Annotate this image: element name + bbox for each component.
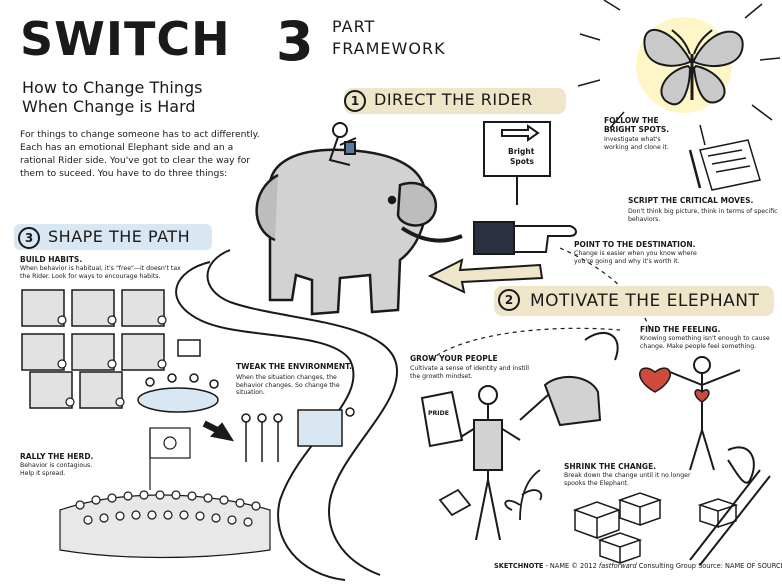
elephant-section-number: 2 bbox=[498, 289, 520, 311]
signpost-label-1: Bright bbox=[508, 147, 535, 156]
heart-person-icon bbox=[669, 356, 741, 471]
grow-people-title: GROW YOUR PEOPLE bbox=[410, 354, 498, 363]
signpost-label-2: Spots bbox=[510, 157, 534, 166]
elephant-header-band bbox=[494, 286, 774, 316]
winding-path-illustration bbox=[175, 249, 398, 581]
butterfly-icon bbox=[643, 29, 744, 106]
heart-icon bbox=[639, 367, 710, 403]
shrink-change-title: SHRINK THE CHANGE. bbox=[564, 462, 657, 471]
feeling-title: FIND THE FEELING. bbox=[640, 325, 721, 334]
footer-credit: SKETCHNOTE - NAME © 2012 fastforward Con… bbox=[494, 562, 782, 571]
destination-title: POINT TO THE DESTINATION. bbox=[574, 240, 696, 249]
critical-moves-body: Don't think big picture, think in terms … bbox=[628, 208, 778, 223]
framework-number: 3 bbox=[276, 10, 314, 73]
subtitle-line-1: How to Change Things bbox=[22, 78, 203, 97]
right-arrow-icon bbox=[202, 420, 235, 442]
pride-book-icon bbox=[420, 390, 464, 448]
framework-line-1: PART bbox=[332, 17, 376, 36]
rider-header-band bbox=[344, 88, 566, 114]
dashed-arc-decoration bbox=[429, 327, 621, 361]
tweak-body: When the situation changes, the behavior… bbox=[236, 374, 340, 396]
pride-label: PRIDE bbox=[428, 410, 449, 417]
grow-person-icon bbox=[455, 385, 521, 541]
calendar-icon bbox=[21, 289, 165, 409]
rider-icon bbox=[328, 122, 357, 166]
boxes-icon bbox=[572, 492, 739, 565]
habits-body: When behavior is habitual, it's "free"—i… bbox=[20, 265, 181, 280]
meeting-table-illustration bbox=[137, 339, 219, 413]
herd-crowd-illustration bbox=[59, 427, 271, 559]
habits-title: BUILD HABITS. bbox=[20, 255, 83, 264]
critical-moves-title: SCRIPT THE CRITICAL MOVES. bbox=[628, 196, 754, 205]
ladder-icon bbox=[689, 446, 771, 566]
main-title: SWITCH bbox=[20, 12, 231, 66]
subtitle-line-2: When Change is Hard bbox=[22, 97, 196, 116]
framework-line-2: FRAMEWORK bbox=[332, 39, 446, 58]
destination-body: Change is easier when you know where you… bbox=[574, 250, 697, 265]
grow-people-body: Cultivate a sense of identity and instil… bbox=[410, 365, 530, 380]
footer-sketchnote: SKETCHNOTE bbox=[494, 562, 544, 570]
herd-body: Behavior is contagious. Help it spread. bbox=[20, 462, 93, 477]
dashed-arc-decoration-2 bbox=[559, 247, 651, 331]
arrow-icon bbox=[427, 258, 544, 294]
pointing-hand-icon bbox=[473, 221, 577, 255]
elephant-icon bbox=[255, 148, 463, 316]
scripts-papers-icon bbox=[688, 139, 761, 191]
watering-can-icon bbox=[519, 331, 619, 427]
rider-section-number: 1 bbox=[344, 90, 366, 112]
bright-spots-body: Investigate what's working and clone it. bbox=[604, 136, 669, 151]
rider-section-title: DIRECT THE RIDER bbox=[374, 90, 533, 109]
feeling-body: Knowing something isn't enough to cause … bbox=[640, 335, 770, 350]
herd-title: RALLY THE HERD. bbox=[20, 452, 94, 461]
path-header-band bbox=[14, 224, 212, 250]
bright-spots-title: FOLLOW THE BRIGHT SPOTS. bbox=[604, 116, 670, 134]
tweak-title: TWEAK THE ENVIRONMENT. bbox=[236, 362, 352, 371]
elephant-section-title: MOTIVATE THE ELEPHANT bbox=[530, 291, 760, 311]
intro-text: For things to change someone has to act … bbox=[20, 129, 260, 179]
sprout-icon bbox=[438, 469, 543, 521]
calendar-people-illustration bbox=[57, 315, 167, 407]
footer-source: Source: NAME OF SOURCE bbox=[695, 562, 782, 570]
footer-firm-italic: fastforward bbox=[598, 562, 637, 570]
path-section-number: 3 bbox=[18, 227, 40, 249]
footer-credit-text: - NAME © 2012 bbox=[543, 562, 599, 570]
presentation-group-illustration bbox=[241, 407, 355, 462]
footer-firm-rest: Consulting Group bbox=[636, 562, 696, 570]
shrink-change-body: Break down the change until it no longer… bbox=[564, 472, 691, 487]
path-section-title: SHAPE THE PATH bbox=[48, 227, 191, 246]
signpost-icon bbox=[483, 121, 551, 205]
